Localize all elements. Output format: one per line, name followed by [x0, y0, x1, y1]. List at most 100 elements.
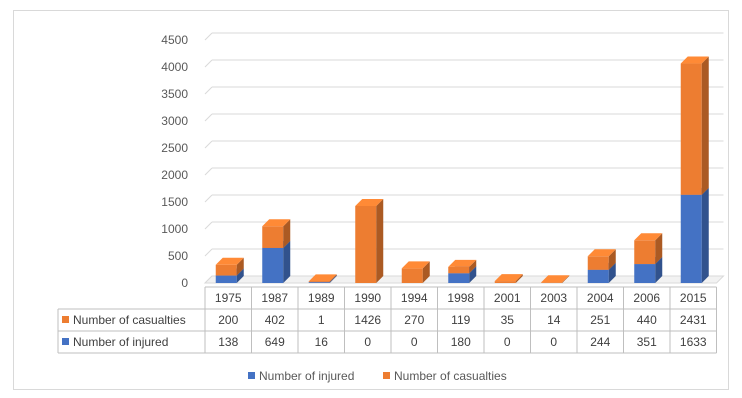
y-tick-label: 500	[168, 249, 188, 263]
bar-casualties-top-1975	[215, 257, 244, 265]
bar-injured-side-2006	[655, 257, 663, 283]
bar-casualties-side-1975	[236, 257, 244, 276]
bar-injured-side-2015	[701, 187, 709, 283]
bar-injured-side-1998	[469, 266, 477, 283]
data-label: 0	[411, 335, 418, 349]
y-tick-label: 1000	[161, 222, 188, 236]
data-label: 1426	[354, 313, 381, 327]
legend: Number of injured Number of casualties	[248, 369, 507, 383]
x-tick-label: 1975	[215, 291, 242, 305]
table-row-label: Number of injured	[73, 335, 168, 349]
x-tick-label: 2015	[680, 291, 707, 305]
table-legend-key	[62, 316, 69, 323]
x-tick-label: 2004	[587, 291, 614, 305]
x-tick-label: 2006	[633, 291, 660, 305]
data-label: 200	[218, 313, 238, 327]
bar-injured-1987	[262, 247, 284, 283]
y-tick-label: 2500	[161, 141, 188, 155]
y-tick-label: 3500	[161, 87, 188, 101]
bar-injured-side-2004	[608, 262, 616, 283]
table-legend-key	[62, 338, 69, 345]
bar-casualties-side-1994	[422, 261, 430, 283]
bar-casualties-2004	[587, 256, 609, 270]
data-label: 35	[501, 313, 515, 327]
data-label: 0	[550, 335, 557, 349]
data-label: 244	[590, 335, 610, 349]
data-label: 14	[547, 313, 561, 327]
gridline-depth	[204, 221, 213, 230]
data-label: 440	[637, 313, 657, 327]
legend-label: Number of casualties	[394, 369, 507, 383]
bar-casualties-2003	[541, 282, 563, 283]
bar-injured-2004	[587, 269, 609, 283]
bar-casualties-1990	[355, 205, 377, 283]
bar-casualties-side-2015	[701, 56, 709, 195]
data-label: 0	[364, 335, 371, 349]
bar-casualties-1994	[401, 268, 423, 283]
bar-casualties-top-1990	[355, 198, 384, 206]
bar-casualties-top-1989	[308, 274, 337, 282]
data-label: 351	[637, 335, 657, 349]
y-tick-label: 4500	[161, 33, 188, 47]
legend-key	[383, 372, 390, 379]
data-label: 649	[265, 335, 285, 349]
y-tick-label: 4000	[161, 60, 188, 74]
bar-casualties-side-2001	[515, 274, 523, 283]
data-label: 1	[318, 313, 325, 327]
bar-injured-1989	[308, 282, 330, 283]
x-tick-label: 1998	[447, 291, 474, 305]
bar-injured-side-1975	[236, 268, 244, 283]
gridline-depth	[204, 248, 213, 257]
bar-casualties-1987	[262, 226, 284, 248]
bar-casualties-top-2001	[494, 274, 523, 282]
bar-casualties-1998	[448, 266, 470, 274]
bar-casualties-2015	[680, 63, 702, 195]
x-tick-label: 1994	[401, 291, 428, 305]
y-tick-label: 3000	[161, 114, 188, 128]
bar-casualties-side-2004	[608, 249, 616, 270]
x-tick-label: 2003	[540, 291, 567, 305]
y-tick-label: 1500	[161, 195, 188, 209]
bar-casualties-2001	[494, 281, 516, 283]
bar-casualties-1975	[215, 264, 237, 276]
x-tick-label: 2001	[494, 291, 521, 305]
gridline-depth	[204, 140, 213, 149]
bar-casualties-side-1989	[329, 274, 337, 283]
bar-casualties-side-2006	[655, 233, 663, 265]
bar-casualties-side-1998	[469, 259, 477, 274]
gridline-depth	[204, 86, 213, 95]
x-tick-label: 1989	[308, 291, 335, 305]
bars	[215, 56, 709, 283]
bar-injured-1998	[448, 273, 470, 283]
bar-casualties-1989	[308, 281, 330, 283]
bar-casualties-side-1987	[283, 219, 291, 248]
bar-injured-side-1989	[329, 275, 337, 283]
data-label: 16	[315, 335, 329, 349]
gridline-depth	[204, 59, 213, 68]
data-label: 1633	[680, 335, 707, 349]
bar-casualties-top-2004	[587, 249, 616, 257]
gridline-depth	[204, 113, 213, 122]
bar-casualties-side-1990	[376, 198, 384, 283]
bar-casualties-top-1994	[401, 261, 430, 269]
bar-injured-2006	[634, 264, 656, 283]
y-axis-ticks: 0 500 1000 1500 2000 2500 3000 3500 4000 4500	[161, 33, 188, 290]
data-label: 138	[218, 335, 238, 349]
bar-casualties-side-2003	[562, 275, 570, 283]
bar-injured-1975	[215, 275, 237, 283]
bar-casualties-2006	[634, 240, 656, 265]
data-label: 402	[265, 313, 285, 327]
x-tick-label: 1990	[354, 291, 381, 305]
gridline-depth	[204, 32, 213, 41]
y-tick-label: 0	[181, 276, 188, 290]
data-label: 2431	[680, 313, 707, 327]
data-label: 119	[451, 313, 470, 327]
data-label: 180	[451, 335, 471, 349]
x-tick-label: 1987	[261, 291, 288, 305]
gridline-depth	[204, 167, 213, 176]
data-label: 270	[404, 313, 424, 327]
bar-casualties-top-2003	[541, 275, 570, 283]
bar-injured-side-1987	[283, 240, 291, 283]
data-label: 251	[590, 313, 610, 327]
